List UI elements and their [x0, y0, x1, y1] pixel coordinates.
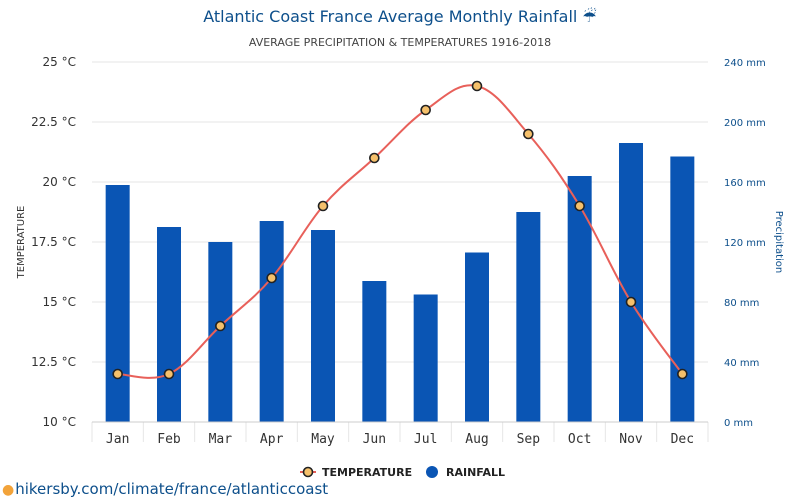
chart-area: 10 °C 0 mm 12.5 °C 40 mm 15 °C 80 mm 17.5 °C 12…	[16, 55, 784, 479]
right-tick-label: 160 mm	[724, 178, 766, 189]
chart-title: Atlantic Coast France Average Monthly Ra…	[203, 7, 597, 26]
right-tick-label: 0 mm	[724, 418, 753, 429]
right-tick-label: 40 mm	[724, 358, 759, 369]
temperature-point	[215, 320, 226, 332]
x-tick-label: Dec	[671, 432, 694, 447]
legend-temperature-marker-icon	[302, 466, 314, 478]
x-tick-label: Aug	[465, 432, 488, 447]
left-tick-label: 22.5 °C	[31, 115, 76, 129]
rainfall-bar	[105, 185, 130, 422]
grid-lines	[91, 61, 709, 442]
legend: TEMPERATURE RAINFALL	[300, 466, 505, 479]
temperature-point	[369, 152, 380, 164]
rainfall-bar	[567, 176, 592, 422]
location-pin-icon: ●	[2, 482, 15, 498]
right-tick-label: 200 mm	[724, 118, 766, 129]
temperature-line	[112, 80, 688, 380]
rainfall-bar	[516, 212, 541, 422]
left-tick-label: 17.5 °C	[31, 235, 76, 249]
left-tick-label: 25 °C	[43, 55, 76, 69]
x-tick-label: Apr	[260, 432, 284, 447]
rainfall-bar	[670, 156, 695, 422]
legend-rainfall-icon	[426, 466, 438, 478]
legend-temperature-label: TEMPERATURE	[322, 466, 412, 479]
right-axis-title: Precipitation	[773, 211, 784, 274]
x-tick-label: Jun	[363, 432, 386, 447]
temperature-point	[266, 272, 277, 284]
rainfall-bar	[413, 294, 438, 422]
temperature-curve	[117, 84, 684, 379]
temperature-point	[677, 368, 688, 380]
x-tick-label: May	[311, 432, 335, 447]
x-tick-label: Oct	[568, 432, 591, 447]
temperature-point	[523, 128, 534, 140]
temperature-point	[574, 200, 585, 212]
source-url: hikersby.com/climate/france/atlanticcoas…	[15, 480, 329, 498]
rainfall-bars	[105, 143, 695, 422]
legend-rainfall-label: RAINFALL	[446, 466, 505, 479]
rainfall-bar	[259, 221, 284, 422]
rainfall-bar	[208, 242, 233, 422]
x-tick-label: Feb	[157, 432, 181, 447]
rainfall-bar	[619, 143, 643, 422]
left-axis-title: TEMPERATURE	[16, 206, 27, 280]
x-tick-label: Sep	[517, 432, 541, 447]
source-link[interactable]: ●hikersby.com/climate/france/atlanticcoa…	[2, 480, 328, 498]
x-tick-label: Nov	[619, 432, 643, 447]
right-tick-label: 120 mm	[724, 238, 766, 249]
temperature-point	[420, 104, 431, 116]
left-tick-label: 15 °C	[43, 295, 76, 309]
rainfall-bar	[362, 281, 387, 422]
right-tick-label: 240 mm	[724, 58, 766, 69]
left-tick-label: 12.5 °C	[31, 355, 76, 369]
x-tick-label: Jan	[106, 432, 129, 447]
right-tick-label: 80 mm	[724, 298, 759, 309]
temperature-point	[471, 80, 483, 92]
temperature-point	[112, 368, 123, 380]
temperature-point	[317, 200, 329, 212]
rainfall-bar	[465, 252, 489, 422]
x-tick-label: Mar	[209, 432, 233, 447]
x-tick-label: Jul	[414, 432, 437, 447]
temperature-point	[625, 296, 637, 308]
chart-subtitle: AVERAGE PRECIPITATION & TEMPERATURES 191…	[248, 36, 552, 49]
rainfall-bar	[157, 227, 181, 422]
left-tick-label: 10 °C	[43, 415, 76, 429]
temperature-point	[163, 368, 175, 380]
axes: 10 °C 0 mm 12.5 °C 40 mm 15 °C 80 mm 17.5 °C 12…	[16, 55, 784, 447]
left-tick-label: 20 °C	[43, 175, 76, 189]
rainfall-bar	[311, 230, 335, 422]
